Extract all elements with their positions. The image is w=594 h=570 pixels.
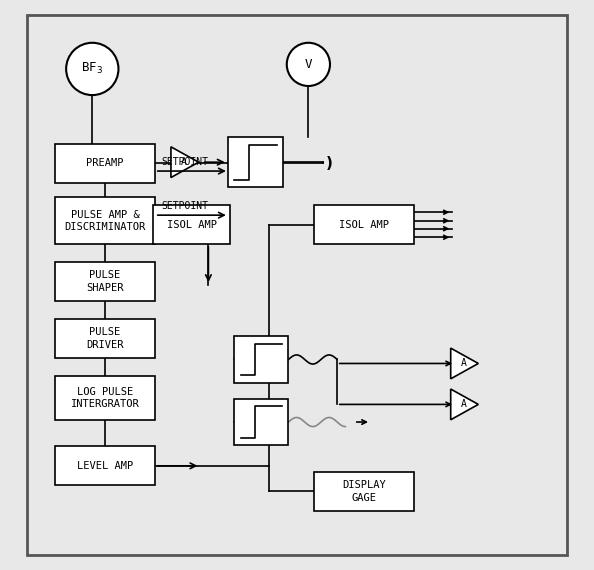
Bar bbox=[55, 144, 155, 182]
Text: PULSE
SHAPER: PULSE SHAPER bbox=[86, 270, 124, 293]
Bar bbox=[228, 137, 283, 187]
Circle shape bbox=[287, 43, 330, 86]
Text: V: V bbox=[305, 58, 312, 71]
Text: SETPOINT: SETPOINT bbox=[162, 201, 208, 211]
Text: ): ) bbox=[326, 156, 332, 171]
Text: SETPOINT: SETPOINT bbox=[162, 157, 208, 167]
Text: A: A bbox=[181, 157, 187, 167]
Bar bbox=[235, 399, 289, 445]
Bar bbox=[55, 197, 155, 244]
Bar bbox=[55, 446, 155, 485]
Bar bbox=[153, 205, 230, 244]
Bar bbox=[314, 205, 413, 244]
Bar bbox=[235, 336, 289, 383]
Bar bbox=[55, 319, 155, 358]
Text: ISOL AMP: ISOL AMP bbox=[166, 219, 217, 230]
Text: LOG PULSE
INTERGRATOR: LOG PULSE INTERGRATOR bbox=[71, 387, 140, 409]
Text: PULSE
DRIVER: PULSE DRIVER bbox=[86, 327, 124, 349]
Polygon shape bbox=[171, 147, 198, 177]
Bar bbox=[55, 376, 155, 420]
Bar bbox=[55, 262, 155, 301]
Text: DISPLAY
GAGE: DISPLAY GAGE bbox=[342, 480, 386, 503]
Text: BF$_3$: BF$_3$ bbox=[81, 62, 103, 76]
Text: A: A bbox=[461, 400, 467, 409]
Text: LEVEL AMP: LEVEL AMP bbox=[77, 461, 133, 471]
Bar bbox=[314, 472, 413, 511]
Text: PREAMP: PREAMP bbox=[86, 158, 124, 168]
Text: ISOL AMP: ISOL AMP bbox=[339, 219, 389, 230]
Circle shape bbox=[66, 43, 118, 95]
Text: A: A bbox=[461, 359, 467, 368]
Polygon shape bbox=[451, 348, 478, 379]
Polygon shape bbox=[451, 389, 478, 420]
Text: PULSE AMP &
DISCRIMINATOR: PULSE AMP & DISCRIMINATOR bbox=[65, 210, 146, 232]
